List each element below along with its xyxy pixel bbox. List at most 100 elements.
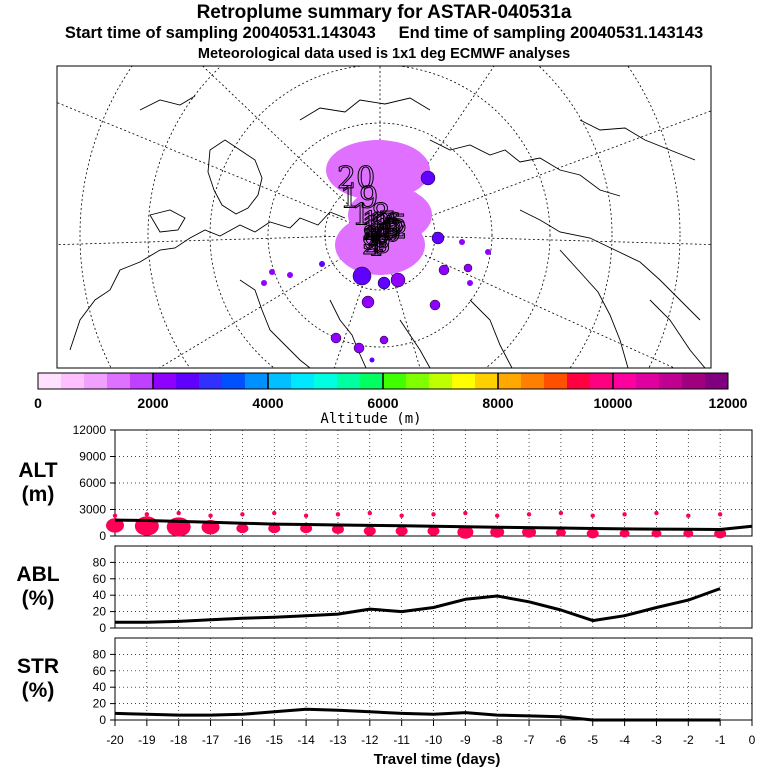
y-tick-label: 60 xyxy=(93,664,107,678)
cluster-label: 5 xyxy=(362,226,379,256)
y-tick-label: 0 xyxy=(99,529,106,543)
colorbar-ticks: 0 2000 4000 6000 8000 10000 12000 xyxy=(34,395,748,411)
x-axis: -20 -19 -18 -17 -16 -15 -14 -13 -12 -11 -10 -9 -8 -7-… xyxy=(106,720,756,747)
y-tick-label: 40 xyxy=(93,588,107,602)
altitude-marker xyxy=(268,523,281,534)
altitude-marker xyxy=(651,529,662,538)
sampling-times: Start time of sampling 20040531.143043 E… xyxy=(0,24,768,43)
colorbar-tick-label: 10000 xyxy=(594,395,633,411)
colorbar-swatch xyxy=(360,373,384,389)
coastlines xyxy=(69,95,706,368)
altitude-marker-small xyxy=(303,513,309,518)
altitude-marker-small xyxy=(335,512,341,517)
cluster-label-18: 18 xyxy=(352,198,390,233)
colorbar-swatch xyxy=(567,373,591,389)
altitude-marker-small xyxy=(717,512,723,517)
colorbar-tick-label: 12000 xyxy=(709,395,748,411)
x-tick-label: -6 xyxy=(556,733,567,747)
colorbar-swatch xyxy=(176,373,200,389)
altitude-marker xyxy=(683,529,694,538)
cluster-marker xyxy=(485,249,491,255)
x-tick-label: -2 xyxy=(683,733,694,747)
y-tick-label: 40 xyxy=(93,680,107,694)
altitude-marker xyxy=(714,528,727,539)
x-tick-label: -16 xyxy=(234,733,252,747)
colorbar-swatch xyxy=(38,373,62,389)
colorbar-swatch xyxy=(337,373,361,389)
colorbar-swatch xyxy=(613,373,637,389)
altitude-marker-small xyxy=(176,510,181,516)
colorbar-tick-label: 0 xyxy=(34,395,42,411)
altitude-marker-small xyxy=(431,512,436,517)
cluster-label-19: 19 xyxy=(340,181,378,216)
colorbar-swatch xyxy=(383,373,407,389)
x-tick-label: -7 xyxy=(524,733,535,747)
x-tick-label: -14 xyxy=(297,733,315,747)
altitude-colorbar xyxy=(37,372,729,390)
cluster-label: 8 xyxy=(362,221,379,251)
colorbar-swatch xyxy=(107,373,131,389)
altitude-marker-small xyxy=(367,510,372,516)
cluster-marker xyxy=(429,299,441,311)
panel-str: 0 20 40 60 80 STR(%) xyxy=(17,637,753,727)
series-line-alt xyxy=(114,518,753,531)
series-line-str xyxy=(114,707,721,722)
plume-ellipse xyxy=(335,215,425,275)
colorbar-tick-label: 8000 xyxy=(482,395,513,411)
x-tick-label: -1 xyxy=(715,733,726,747)
cluster-marker xyxy=(459,239,465,245)
cluster-marker xyxy=(467,280,473,286)
altitude-marker-small xyxy=(526,512,532,517)
x-tick-label: -5 xyxy=(587,733,598,747)
x-tick-label: -19 xyxy=(138,733,156,747)
panel-ylabel: STR(%) xyxy=(17,655,59,702)
altitude-marker-small xyxy=(399,513,404,518)
panel-abl: 0 20 40 60 80 ABL(%) xyxy=(16,545,753,635)
colorbar-swatch xyxy=(705,373,729,389)
colorbar-swatch xyxy=(636,373,660,389)
y-tick-label: 3000 xyxy=(79,503,106,517)
colorbar-swatch xyxy=(544,373,568,389)
colorbar-swatch xyxy=(406,373,430,389)
start-time: Start time of sampling 20040531.143043 xyxy=(64,24,376,42)
cluster-label: 3 xyxy=(374,229,391,259)
plot-title: Retroplume summary for ASTAR-040531a xyxy=(196,2,572,23)
cluster-marker xyxy=(287,272,293,278)
y-tick-label: 9000 xyxy=(79,450,106,464)
altitude-marker xyxy=(363,526,376,536)
colorbar-label: Altitude (m) xyxy=(320,411,421,427)
cluster-marker xyxy=(438,264,450,276)
panel-ylabel-line: (%) xyxy=(22,679,55,702)
panel-ylabel-line: (%) xyxy=(22,587,55,610)
altitude-marker xyxy=(619,529,630,538)
colorbar-swatch xyxy=(682,373,706,389)
cluster-label: 10 xyxy=(368,218,401,248)
altitude-marker-small xyxy=(622,512,627,517)
colorbar-swatch xyxy=(521,373,545,389)
altitude-marker-small xyxy=(654,510,659,516)
cluster-marker xyxy=(431,231,445,245)
altitude-marker-small xyxy=(495,513,500,518)
altitude-marker-small xyxy=(208,513,213,518)
cluster-label: 9 xyxy=(374,220,391,250)
altitude-marker-small xyxy=(112,513,118,518)
cluster-label-20: 20 xyxy=(337,161,375,196)
cluster-label: 4 xyxy=(368,228,385,258)
y-tick-label: 6000 xyxy=(79,476,106,490)
y-tick-label: 60 xyxy=(93,572,107,586)
colorbar-swatch xyxy=(659,373,683,389)
colorbar-tick-label: 6000 xyxy=(367,395,398,411)
x-tick-label: -17 xyxy=(202,733,220,747)
cluster-label: 7 xyxy=(368,223,385,253)
series-line-abl xyxy=(115,587,721,624)
altitude-marker xyxy=(555,528,566,537)
colorbar-swatch xyxy=(498,373,522,389)
x-tick-label: 0 xyxy=(749,733,756,747)
y-tick-label: 12000 xyxy=(73,423,107,437)
altitude-marker xyxy=(522,526,537,538)
